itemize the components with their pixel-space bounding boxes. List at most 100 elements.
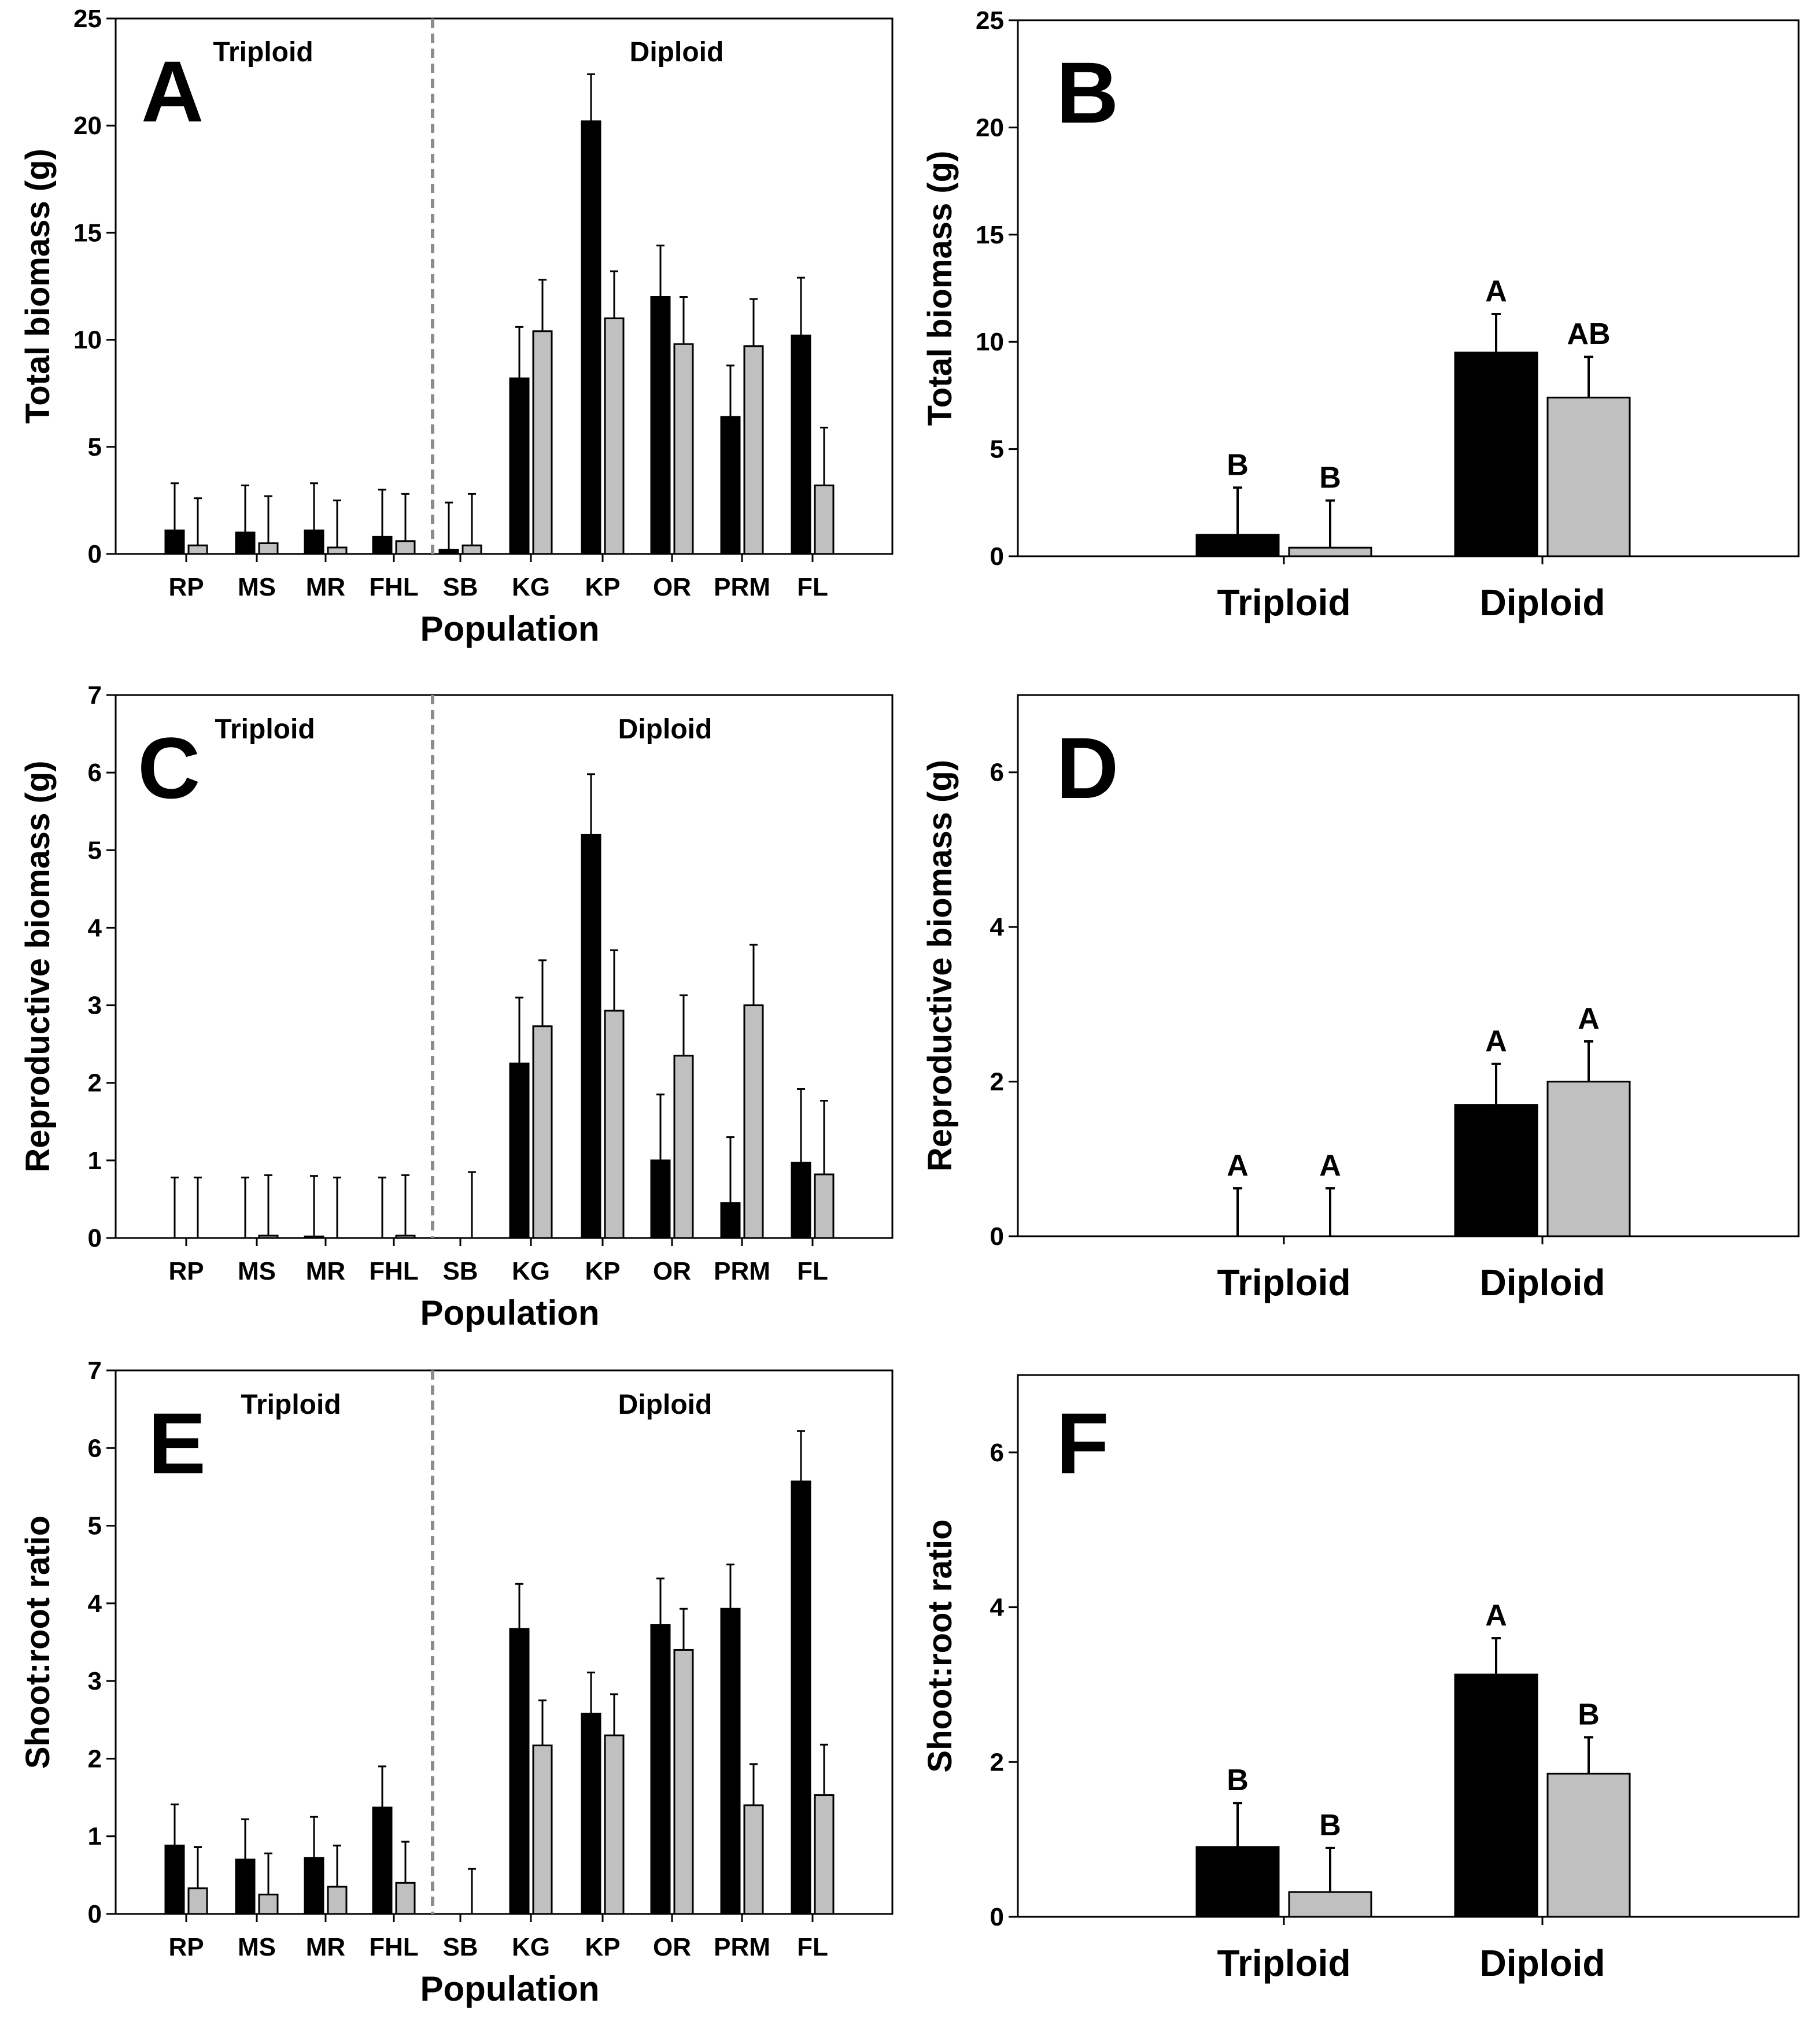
x-category-label: Diploid bbox=[1480, 1262, 1605, 1303]
y-axis-title: Reproductive biomass (g) bbox=[921, 760, 959, 1171]
x-category-label: SB bbox=[442, 1933, 478, 1961]
bar-kg-series_2 bbox=[532, 330, 553, 555]
x-category-label: FHL bbox=[369, 1933, 419, 1961]
y-tick-label: 0 bbox=[88, 1900, 102, 1928]
x-category-label: MS bbox=[238, 1933, 276, 1961]
plot-frame bbox=[1017, 694, 1800, 1237]
x-category-label: Diploid bbox=[1480, 582, 1605, 623]
bar-prm-series_2 bbox=[743, 345, 764, 555]
panel-letter: F bbox=[1056, 1395, 1109, 1492]
y-tick-label: 10 bbox=[73, 326, 102, 354]
bar-fhl-series_1 bbox=[372, 1806, 393, 1915]
x-category-label: RP bbox=[168, 1257, 204, 1285]
x-category-label: RP bbox=[168, 1933, 204, 1961]
significance-letter: A bbox=[1485, 1025, 1507, 1058]
bar-fl-series_1 bbox=[791, 1480, 811, 1915]
bar-triploid-series_1 bbox=[1195, 534, 1280, 557]
bar-rp-series_2 bbox=[187, 544, 208, 555]
x-category-label: SB bbox=[442, 1257, 478, 1285]
y-axis-title: Total biomass (g) bbox=[921, 151, 959, 426]
plot-frame bbox=[115, 17, 894, 555]
bar-ms-series_1 bbox=[235, 1858, 256, 1915]
bar-kg-series_1 bbox=[509, 377, 530, 555]
y-tick-label: 6 bbox=[990, 1439, 1004, 1467]
bar-diploid-series_2 bbox=[1546, 1772, 1631, 1918]
x-category-label: KG bbox=[512, 1257, 550, 1285]
x-category-label: PRM bbox=[714, 573, 770, 601]
x-category-label: PRM bbox=[714, 1257, 770, 1285]
bar-fl-series_1 bbox=[791, 1162, 811, 1239]
panel-letter: C bbox=[138, 719, 200, 816]
plot-frame bbox=[115, 1369, 894, 1915]
x-category-label: MS bbox=[238, 1257, 276, 1285]
group-label-diploid: Diploid bbox=[618, 1389, 713, 1420]
x-axis-title: Population bbox=[420, 609, 600, 648]
bar-fl-series_2 bbox=[814, 1173, 835, 1239]
x-category-label: FHL bbox=[369, 1257, 419, 1285]
bar-ms-series_2 bbox=[258, 1893, 279, 1915]
significance-letter: A bbox=[1319, 1149, 1341, 1182]
bar-diploid-series_1 bbox=[1454, 1673, 1538, 1918]
bar-rp-series_2 bbox=[187, 1887, 208, 1915]
panel-c: 0 1 2 3 4 5 6 7 Triploid Diploid C RP MS MR FHL SB KG KP O… bbox=[19, 681, 894, 1332]
significance-letter: A bbox=[1578, 1002, 1600, 1036]
x-category-label: OR bbox=[653, 1933, 691, 1961]
bar-mr-series_1 bbox=[304, 1235, 324, 1239]
bar-diploid-series_1 bbox=[1454, 1104, 1538, 1237]
y-tick-label: 0 bbox=[88, 1224, 102, 1252]
x-category-label: KG bbox=[512, 1933, 550, 1961]
bar-sb-series_1 bbox=[438, 549, 459, 555]
group-label-triploid: Triploid bbox=[241, 1389, 341, 1420]
bar-fl-series_1 bbox=[791, 334, 811, 555]
y-tick-label: 15 bbox=[73, 219, 102, 247]
x-category-label: FL bbox=[797, 1257, 828, 1285]
y-tick-label: 25 bbox=[73, 5, 102, 33]
plot-frame bbox=[1017, 19, 1800, 557]
panel-b: 0 5 10 15 20 25 B B B Triploid A AB Diploid Total bio… bbox=[921, 6, 1800, 623]
bar-ms-series_2 bbox=[258, 542, 279, 555]
significance-letter: B bbox=[1319, 1809, 1341, 1842]
panel-a: 0 5 10 15 20 25 Triploid Diploid A RP MS MR FHL SB KG K… bbox=[19, 5, 894, 648]
x-category-label: Triploid bbox=[1217, 582, 1350, 623]
y-tick-label: 4 bbox=[88, 914, 102, 942]
bar-fl-series_2 bbox=[814, 1794, 835, 1915]
x-category-label: KG bbox=[512, 573, 550, 601]
bar-ms-series_1 bbox=[235, 531, 256, 555]
group-label-triploid: Triploid bbox=[213, 37, 313, 68]
bar-kp-series_2 bbox=[604, 1010, 625, 1239]
y-tick-label: 15 bbox=[976, 221, 1004, 249]
y-tick-label: 4 bbox=[990, 913, 1005, 941]
y-tick-label: 5 bbox=[88, 433, 102, 461]
panel-e: 0 1 2 3 4 5 6 7 Triploid Diploid E RP MS MR FHL SB KG KP O… bbox=[19, 1357, 894, 2008]
y-tick-label: 20 bbox=[73, 112, 102, 140]
y-tick-label: 2 bbox=[88, 1069, 102, 1097]
x-axis-title: Population bbox=[420, 1969, 600, 2008]
x-category-label: FHL bbox=[369, 573, 419, 601]
panel-f: 0 2 4 6 F B B Triploid A B Diploid Shoot:root ratio bbox=[921, 1374, 1800, 1984]
group-label-diploid: Diploid bbox=[618, 714, 713, 745]
y-tick-label: 3 bbox=[88, 992, 102, 1020]
bar-kg-series_2 bbox=[532, 1745, 553, 1915]
bar-triploid-series_2 bbox=[1288, 546, 1372, 557]
panel-letter: B bbox=[1056, 44, 1118, 141]
y-tick-label: 2 bbox=[990, 1068, 1004, 1096]
y-tick-label: 7 bbox=[88, 681, 102, 709]
bar-mr-series_2 bbox=[327, 1886, 348, 1915]
x-category-label: KP bbox=[585, 573, 620, 601]
bar-kp-series_2 bbox=[604, 1734, 625, 1915]
x-category-label: KP bbox=[585, 1257, 620, 1285]
x-category-label: KP bbox=[585, 1933, 620, 1961]
bar-kp-series_2 bbox=[604, 317, 625, 555]
panel-d: 0 2 4 6 D A A Triploid A A Diploid Reproductive bio… bbox=[921, 694, 1800, 1303]
bar-or-series_1 bbox=[650, 1624, 671, 1915]
bar-or-series_2 bbox=[673, 343, 694, 555]
y-tick-label: 6 bbox=[88, 759, 102, 787]
bar-kp-series_1 bbox=[581, 833, 601, 1239]
y-tick-label: 0 bbox=[990, 1222, 1004, 1251]
y-tick-label: 4 bbox=[990, 1594, 1005, 1622]
bar-mr-series_1 bbox=[304, 529, 324, 555]
x-axis-title: Population bbox=[420, 1293, 600, 1332]
